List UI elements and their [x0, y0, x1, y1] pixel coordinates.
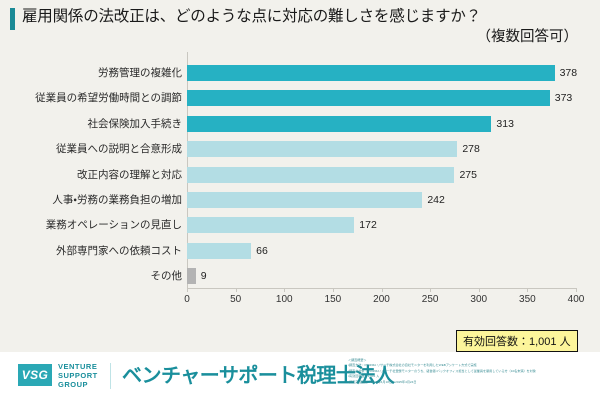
bar-category-label: 外部専門家への依頼コスト: [56, 244, 182, 257]
bar-category-label: 労務管理の複雑化: [98, 67, 182, 79]
x-tick: [478, 288, 480, 292]
bar-row: 従業員の希望労働時間との調節 373: [0, 86, 600, 110]
x-tick-label: 100: [275, 294, 293, 305]
bar-row: 社会保険加入手続き 313: [0, 112, 600, 136]
bar-value-label: 172: [359, 219, 377, 232]
x-tick-label: 50: [230, 294, 242, 305]
x-tick: [187, 288, 188, 292]
bar-value-label: 275: [459, 168, 477, 181]
bar-value-label: 378: [559, 67, 578, 79]
bar-category-label: 人事・労務の業務負担の増加: [52, 194, 182, 206]
x-tick-label: 150: [324, 294, 342, 305]
bar-row: 改正内容の理解と対応 275: [0, 163, 600, 187]
bar-value-label: 242: [427, 194, 445, 206]
x-tick: [527, 288, 529, 292]
x-tick-label: 300: [470, 294, 488, 305]
x-tick-label: 0: [184, 294, 190, 305]
bar-category-label: その他: [150, 270, 183, 283]
bar-9: [187, 268, 196, 285]
page-subtitle: （複数回答可）: [476, 29, 579, 45]
bar-category-label: 従業員の希望労働時間との調節: [35, 92, 182, 105]
x-tick-label: 200: [373, 294, 390, 305]
bar-value-label: 66: [256, 244, 268, 257]
company-name: ベンチャーサポート税理士法人: [122, 365, 395, 387]
bar-category-label: 改正内容の理解と対応: [77, 168, 182, 181]
bar-chart: 労務管理の複雑化 378 従業員の希望労働時間との調節 373 社会保険加入手続き 313…: [0, 52, 600, 340]
bar-category-label: 業務オペレーションの見直し: [45, 219, 182, 232]
logo-word-support: SUPPORT: [58, 371, 98, 381]
bar-row: 外部専門家への依頼コスト 66: [0, 239, 600, 263]
footer: VSG VENTURE SUPPORT GROUP ベンチャーサポート税理士法人…: [0, 352, 600, 400]
x-tick: [381, 288, 383, 292]
fineprint-line: ・有効回答数：1,001 人: [348, 374, 380, 379]
x-tick: [235, 288, 237, 292]
chart-header: 雇用関係の法改正は、どのような点に対応の難しさを感じますか？ （複数回答可）: [0, 0, 600, 48]
bar-5: [187, 166, 455, 183]
bar-7: [187, 217, 355, 234]
bar-value-label: 9: [200, 270, 207, 283]
bar-8: [187, 242, 252, 259]
x-tick: [284, 288, 286, 292]
bar-3: [187, 115, 492, 132]
x-tick: [430, 288, 432, 292]
x-tick-label: 350: [519, 294, 536, 305]
title-accent-bar: [10, 8, 15, 30]
bar-value-label: 278: [462, 143, 480, 156]
bar-6: [187, 192, 423, 208]
bar-value-label: 373: [554, 92, 573, 105]
vsg-logo-mark: VSG: [18, 364, 52, 386]
x-tick: [332, 288, 334, 292]
x-tick: [576, 288, 577, 292]
fineprint-line: ＜調査概要＞: [348, 358, 367, 362]
fineprint-line: ・調査方法：PRIZMA リサーチ株式会社の自社モニターを利用したWEBアンケー…: [348, 363, 477, 368]
bar-row: 従業員への説明と合意形成 278: [0, 137, 600, 161]
bar-2: [187, 90, 550, 107]
survey-fineprint: ＜調査概要＞ ・調査方法：PRIZMA リサーチ株式会社の自社モニターを利用したW…: [348, 358, 594, 385]
logo-wordmark: VENTURE SUPPORT GROUP: [58, 362, 98, 390]
bar-category-label: 社会保険加入手続き: [87, 117, 183, 130]
x-tick-label: 400: [567, 294, 585, 305]
bar-4: [187, 141, 458, 158]
bar-row: 労務管理の複雑化 378: [0, 61, 600, 85]
logo-word-venture: VENTURE: [58, 362, 98, 371]
logo-word-group: GROUP: [58, 380, 89, 390]
bar-row: 人事・労務の業務負担の増加 242: [0, 188, 600, 212]
logo-divider: [110, 363, 111, 389]
page-title: 雇用関係の法改正は、どのような点に対応の難しさを感じますか？: [22, 8, 482, 25]
fineprint-line: ・調査実施期間：2025年4月18日～2025年4月24日: [348, 379, 417, 384]
bar-row: 業務オペレーションの見直し 172: [0, 213, 600, 237]
bar-category-label: 従業員への説明と合意形成: [56, 143, 182, 156]
x-tick-label: 250: [421, 294, 439, 305]
bar-value-label: 313: [496, 117, 514, 130]
fineprint-line: ・調査の対象：PRIZMA リサーチ社登録モニターのうち、経営者・バックオフィス…: [348, 368, 536, 373]
bar-1: [187, 65, 555, 81]
bar-row: その他 9: [0, 264, 600, 288]
valid-response-count-badge: 有効回答数：1,001 人: [456, 330, 578, 352]
